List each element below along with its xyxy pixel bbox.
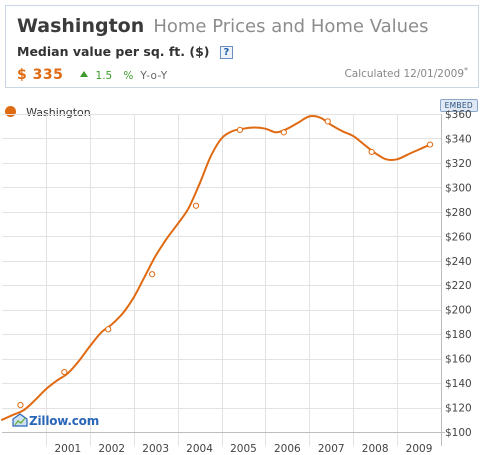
x-tick-label: 2006 bbox=[274, 443, 301, 455]
title-subtext: Home Prices and Home Values bbox=[153, 16, 429, 37]
y-tick-label: $360 bbox=[445, 109, 472, 121]
data-point bbox=[368, 148, 375, 156]
data-point bbox=[236, 126, 244, 133]
data-point bbox=[324, 118, 331, 125]
data-point bbox=[280, 129, 287, 136]
change-unit: % bbox=[123, 70, 134, 82]
calculated-date: Calculated 12/01/2009* bbox=[344, 66, 468, 80]
data-point bbox=[192, 202, 200, 209]
zillow-logo-text: Zillow.com bbox=[29, 414, 100, 428]
zillow-logo-icon: Zillow.com bbox=[12, 413, 99, 428]
y-tick-label: $300 bbox=[445, 182, 472, 194]
chart-grid bbox=[2, 114, 441, 446]
series-line bbox=[1, 115, 431, 421]
embed-button[interactable]: EMBED bbox=[439, 99, 478, 112]
x-tick-label: 2005 bbox=[230, 443, 257, 455]
help-icon[interactable]: ? bbox=[219, 46, 233, 59]
data-point bbox=[61, 368, 68, 376]
calculated-text: Calculated 12/01/2009 bbox=[344, 68, 464, 80]
up-arrow-icon bbox=[80, 71, 89, 77]
x-tick-label: 2004 bbox=[186, 443, 213, 455]
y-tick-label: $280 bbox=[445, 207, 472, 219]
y-tick-label: $120 bbox=[445, 403, 472, 415]
chart-legend: Washington bbox=[5, 101, 91, 120]
change-value: 1.5 bbox=[95, 70, 113, 82]
data-point bbox=[149, 271, 156, 278]
metric-label-row: Median value per sq. ft. ($) ? bbox=[17, 44, 233, 59]
y-tick-label: $320 bbox=[445, 158, 472, 170]
current-value: $ 335 bbox=[17, 67, 64, 83]
header-panel: Washington Home Prices and Home Values M… bbox=[5, 5, 479, 88]
calculated-footnote-mark: * bbox=[464, 66, 468, 75]
y-tick-label: $180 bbox=[445, 329, 472, 341]
data-point bbox=[105, 326, 112, 333]
page-title: Washington Home Prices and Home Values bbox=[17, 15, 429, 37]
y-tick-label: $340 bbox=[445, 133, 472, 145]
chart-axes: $100 $120 $140 $160 $180 $200 $220 $240 $260 $280… bbox=[2, 109, 472, 455]
place-name: Washington bbox=[17, 15, 145, 37]
change-label: Y-o-Y bbox=[140, 70, 168, 82]
chart-series bbox=[1, 115, 434, 421]
value-row: $ 335 1.5 % Y-o-Y bbox=[17, 64, 168, 83]
y-tick-label: $200 bbox=[445, 305, 472, 317]
y-tick-label: $260 bbox=[445, 231, 472, 243]
x-tick-label: 2002 bbox=[98, 443, 125, 455]
y-tick-label: $160 bbox=[445, 354, 472, 366]
y-tick-label: $220 bbox=[445, 280, 472, 292]
x-tick-label: 2007 bbox=[318, 443, 345, 455]
y-tick-label: $100 bbox=[445, 427, 472, 439]
legend-label: Washington bbox=[26, 106, 91, 119]
data-point bbox=[426, 141, 434, 148]
data-point bbox=[17, 401, 24, 409]
circle-marker-icon bbox=[5, 106, 16, 117]
y-tick-label: $240 bbox=[445, 256, 472, 268]
x-tick-label: 2003 bbox=[142, 443, 169, 455]
x-tick-label: 2009 bbox=[406, 443, 433, 455]
x-tick-label: 2001 bbox=[54, 443, 81, 455]
metric-label: Median value per sq. ft. ($) bbox=[17, 44, 210, 59]
y-tick-label: $140 bbox=[445, 378, 472, 390]
x-tick-label: 2008 bbox=[362, 443, 389, 455]
